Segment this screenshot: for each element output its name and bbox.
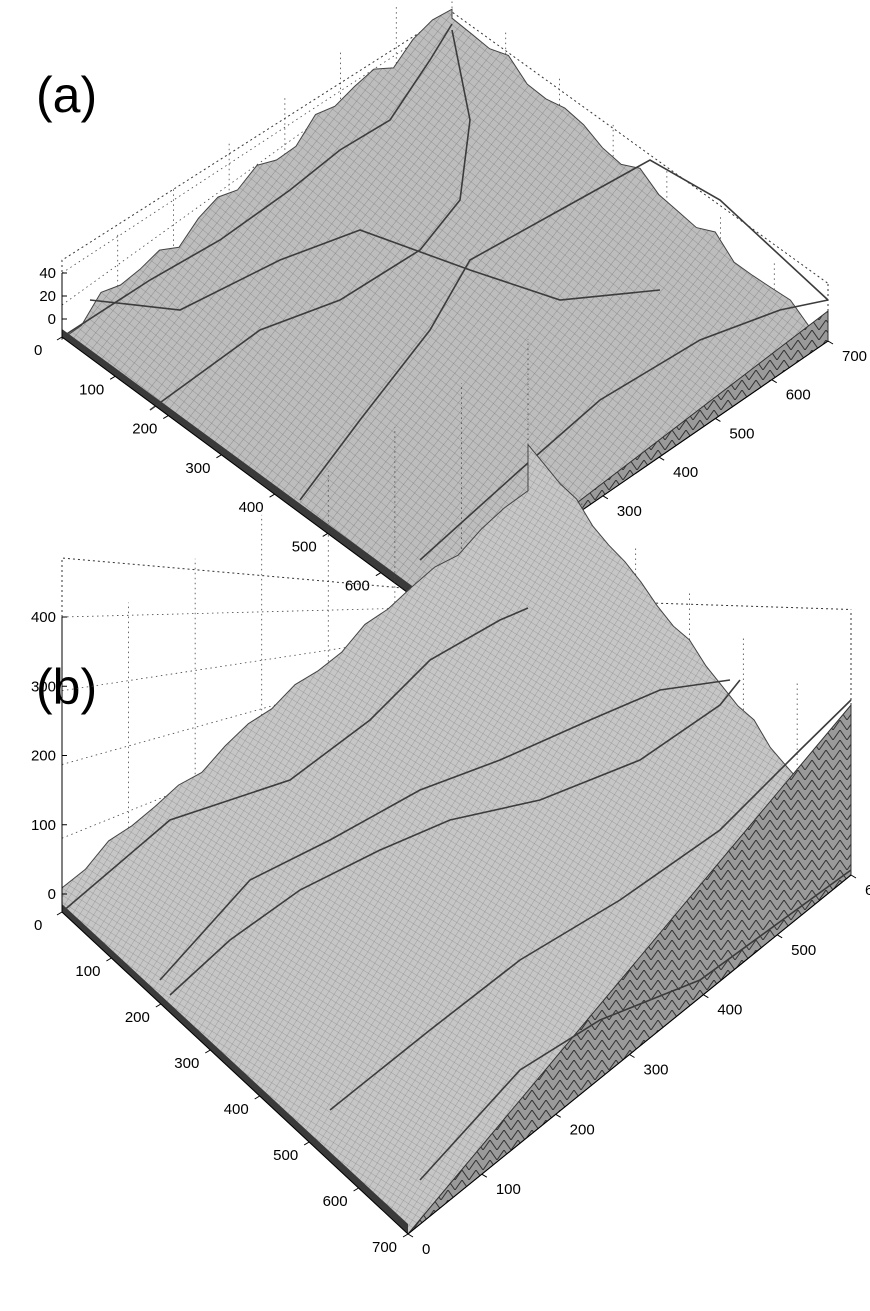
panel-a-xtick-label-5: 500: [292, 538, 317, 555]
panel-a-ytick-label-7: 700: [842, 348, 867, 365]
panel-b-xtick-mark-7: [402, 1233, 409, 1238]
panel-b-surface-ridge-0: [61, 607, 529, 913]
panel-a-xtick-label-4: 400: [239, 499, 264, 516]
panel-b-surface-front-edge: [62, 904, 408, 1234]
panel-a-xtick-label-6: 600: [345, 578, 370, 595]
panel-a-surface-mesh: [61, 8, 829, 613]
panel-b-ytick-mark-1: [481, 1173, 488, 1178]
panel-a-ztick-label-2: 40: [39, 265, 56, 282]
panel-b-ytick-label-4: 400: [717, 1002, 742, 1019]
panel-b-zgrid-left-3: [61, 619, 529, 692]
panel-b-ztick-label-2: 200: [31, 748, 56, 765]
panel-b-ztick-label-4: 400: [31, 609, 56, 626]
panel-a-ytick-mark-6: [771, 379, 777, 384]
panel-a-xtick-label-3: 300: [185, 460, 210, 477]
panel-a-surface-ridge-1: [149, 29, 471, 411]
panel-b-ytick-label-2: 200: [570, 1121, 595, 1138]
panel-a-ytick-label-5: 500: [729, 425, 754, 442]
panel-b-ytick-label-1: 100: [496, 1181, 521, 1198]
panel-b-xtick-label-2: 200: [125, 1009, 150, 1026]
panel-b-ytick-label-6: 600: [865, 882, 870, 899]
panel-a-ytick-label-3: 300: [617, 503, 642, 520]
panel-a-xtick-mark-6: [375, 572, 382, 577]
panel-a-ytick-mark-5: [715, 417, 721, 422]
panel-a-ytick-label-6: 600: [786, 387, 811, 404]
panel-a-ztick-label-0: 0: [48, 311, 56, 328]
panel-a-xtick-mark-1: [109, 375, 116, 380]
panel-b-ytick-mark-0: [407, 1233, 414, 1238]
panel-a-label: (a): [36, 67, 97, 123]
panel-b-ytick-mark-6: [850, 874, 857, 879]
panel-b-ytick-mark-3: [629, 1054, 635, 1058]
panel-b-xtick-mark-4: [254, 1095, 260, 1100]
panel-a-surface-ridge-0: [61, 23, 453, 338]
panel-b-surface: [61, 443, 852, 1235]
panel-a-ytick-label-4: 400: [673, 464, 698, 481]
panel-b-surface-mesh: [61, 443, 852, 1235]
panel-a-surface-ridge-2: [299, 159, 829, 501]
panel-a-xtick-mark-0: [56, 336, 63, 341]
panel-a-box-top-edge: [61, 11, 829, 337]
panel-a-ztick-label-1: 20: [39, 288, 56, 305]
panel-b-xtick-mark-3: [205, 1049, 211, 1054]
panel-b-xtick-label-7: 700: [372, 1239, 397, 1256]
panel-b-xtick-label-4: 400: [224, 1101, 249, 1118]
panel-b-ytick-label-0: 0: [422, 1241, 430, 1258]
panel-b-surface-ridge-4: [419, 869, 852, 1181]
panel-a-ytick-mark-7: [827, 340, 834, 345]
panel-b-ytick-label-5: 500: [791, 942, 816, 959]
panel-b-ztick-label-3: 300: [31, 678, 56, 695]
panel-a-xtick-label-0: 0: [34, 342, 42, 359]
panel-b-xtick-label-1: 100: [75, 963, 100, 980]
panel-a-surface-ridge-4: [89, 229, 661, 311]
panel-b-xtick-label-6: 600: [323, 1193, 348, 1210]
panel-a-xtick-label-2: 200: [132, 421, 157, 438]
panel-b-xtick-mark-0: [56, 911, 63, 916]
panel-a-surface-ridge-3: [419, 299, 829, 561]
panel-b-xtick-mark-5: [303, 1141, 310, 1146]
panel-b-xtick-mark-1: [106, 957, 112, 962]
panel-a-surface-front-edge: [62, 329, 434, 612]
panel-b-ztick-label-1: 100: [31, 817, 56, 834]
panel-a-xtick-mark-3: [216, 454, 222, 459]
panel-b-xtick-mark-6: [353, 1187, 359, 1192]
panel-a-ytick-mark-4: [658, 456, 665, 461]
panel-a-xtick-mark-2: [163, 415, 169, 420]
panel-b-ytick-mark-5: [776, 934, 783, 939]
panel-a-xtick-label-1: 100: [79, 381, 104, 398]
panel-b-surface-ridge-3: [169, 679, 741, 996]
panel-a-ytick-mark-3: [602, 495, 609, 500]
panel-a-chart: (a) 010020030040050060070001002003004005…: [34, 0, 867, 636]
panel-b-x-axis-line: [61, 911, 409, 1235]
panel-b-xtick-label-3: 300: [174, 1055, 199, 1072]
panel-a-xtick-mark-5: [322, 532, 328, 537]
panel-b-axes: 0 100 200 300 400 500 600 700 0 100 200 300 400 500 6 0…: [31, 609, 870, 1258]
panel-b-ytick-label-3: 300: [644, 1062, 669, 1079]
panel-b-surface-ridge-2: [329, 699, 852, 1111]
panel-b-xtick-label-0: 0: [34, 917, 42, 934]
panel-b-ztick-label-0: 0: [48, 886, 56, 903]
panel-b-xtick-label-5: 500: [273, 1147, 298, 1164]
panel-b-ytick-mark-2: [555, 1113, 561, 1118]
panel-a-xtick-mark-4: [269, 493, 275, 498]
panel-b-ytick-mark-4: [703, 994, 709, 999]
panel-b-zgrid-left-2: [61, 634, 529, 765]
panel-b-surface-ridge-1: [159, 679, 731, 981]
panel-a-surface: [61, 8, 829, 613]
panel-a-x-axis-line: [61, 336, 435, 613]
panel-b-xtick-mark-2: [155, 1003, 162, 1008]
